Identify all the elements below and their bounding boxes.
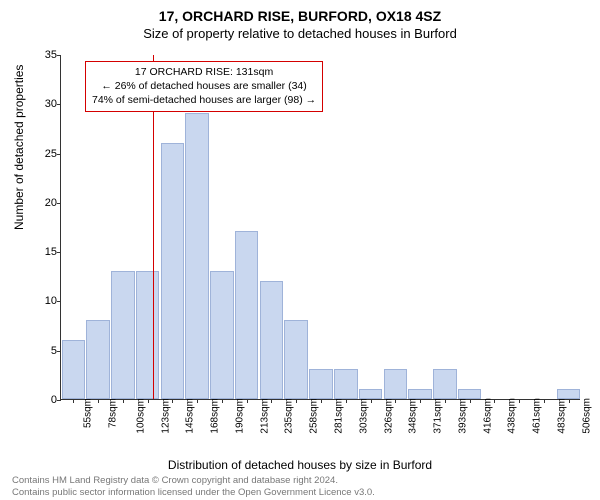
x-tick-label: 461sqm [531,398,542,434]
x-tick-mark [98,399,99,403]
y-tick-label: 25 [27,148,57,160]
y-tick-label: 5 [27,345,57,357]
x-tick-mark [197,399,198,403]
histogram-bar [111,271,135,399]
x-tick-mark [445,399,446,403]
y-tick-label: 35 [27,49,57,61]
y-tick-mark [57,104,61,105]
annotation-line: 17 ORCHARD RISE: 131sqm [92,65,316,79]
x-tick-label: 145sqm [185,398,196,434]
y-tick-label: 10 [27,295,57,307]
histogram-bar [557,389,581,399]
x-tick-mark [172,399,173,403]
x-tick-mark [470,399,471,403]
histogram-bar [359,389,383,399]
y-tick-mark [57,351,61,352]
histogram-bar [86,320,110,399]
histogram-bar [62,340,86,399]
x-tick-label: 100sqm [135,398,146,434]
x-tick-mark [420,399,421,403]
x-tick-mark [222,399,223,403]
histogram-bar [136,271,160,399]
histogram-bar [260,281,284,399]
page-title: 17, ORCHARD RISE, BURFORD, OX18 4SZ [0,0,600,24]
x-tick-label: 438sqm [507,398,518,434]
x-axis-label: Distribution of detached houses by size … [0,458,600,472]
x-tick-mark [395,399,396,403]
annotation-line: 74% of semi-detached houses are larger (… [92,93,316,107]
x-tick-label: 123sqm [160,398,171,434]
histogram-bar [235,231,259,399]
y-tick-mark [57,252,61,253]
y-tick-mark [57,154,61,155]
x-tick-mark [271,399,272,403]
x-tick-label: 78sqm [108,398,119,428]
x-tick-label: 168sqm [209,398,220,434]
x-tick-mark [494,399,495,403]
x-tick-mark [321,399,322,403]
x-tick-label: 326sqm [383,398,394,434]
x-tick-label: 55sqm [83,398,94,428]
x-tick-label: 235sqm [284,398,295,434]
histogram-bar [284,320,308,399]
x-tick-mark [346,399,347,403]
footer-attribution: Contains HM Land Registry data © Crown c… [12,475,375,498]
histogram-bar [185,113,209,399]
histogram-bar [458,389,482,399]
histogram-bar [384,369,408,399]
x-tick-label: 303sqm [358,398,369,434]
histogram-bar [161,143,185,399]
y-tick-mark [57,203,61,204]
y-tick-label: 20 [27,197,57,209]
x-tick-mark [123,399,124,403]
x-tick-label: 371sqm [432,398,443,434]
x-tick-mark [148,399,149,403]
y-tick-mark [57,55,61,56]
chart-area: 0510152025303555sqm78sqm100sqm123sqm145s… [60,55,580,400]
x-tick-label: 483sqm [556,398,567,434]
x-tick-label: 416sqm [482,398,493,434]
y-axis-label: Number of detached properties [12,65,26,230]
x-tick-mark [569,399,570,403]
footer-line-2: Contains public sector information licen… [12,487,375,498]
histogram-bar [210,271,234,399]
x-tick-label: 348sqm [408,398,419,434]
histogram-bar [408,389,432,399]
x-tick-mark [519,399,520,403]
x-tick-label: 506sqm [581,398,592,434]
x-tick-mark [296,399,297,403]
histogram-bar [309,369,333,399]
y-tick-mark [57,400,61,401]
x-tick-mark [247,399,248,403]
y-tick-label: 15 [27,246,57,258]
x-tick-label: 281sqm [333,398,344,434]
y-tick-label: 0 [27,394,57,406]
histogram-bar [334,369,358,399]
x-tick-mark [544,399,545,403]
annotation-box: 17 ORCHARD RISE: 131sqm← 26% of detached… [85,61,323,112]
x-tick-label: 393sqm [457,398,468,434]
x-tick-label: 258sqm [309,398,320,434]
histogram-bar [433,369,457,399]
x-tick-mark [371,399,372,403]
x-tick-mark [73,399,74,403]
histogram-plot: 0510152025303555sqm78sqm100sqm123sqm145s… [60,55,580,400]
annotation-line: ← 26% of detached houses are smaller (34… [92,79,316,93]
x-tick-label: 190sqm [234,398,245,434]
y-tick-label: 30 [27,98,57,110]
footer-line-1: Contains HM Land Registry data © Crown c… [12,475,375,486]
y-tick-mark [57,301,61,302]
page-subtitle: Size of property relative to detached ho… [0,24,600,41]
x-tick-label: 213sqm [259,398,270,434]
